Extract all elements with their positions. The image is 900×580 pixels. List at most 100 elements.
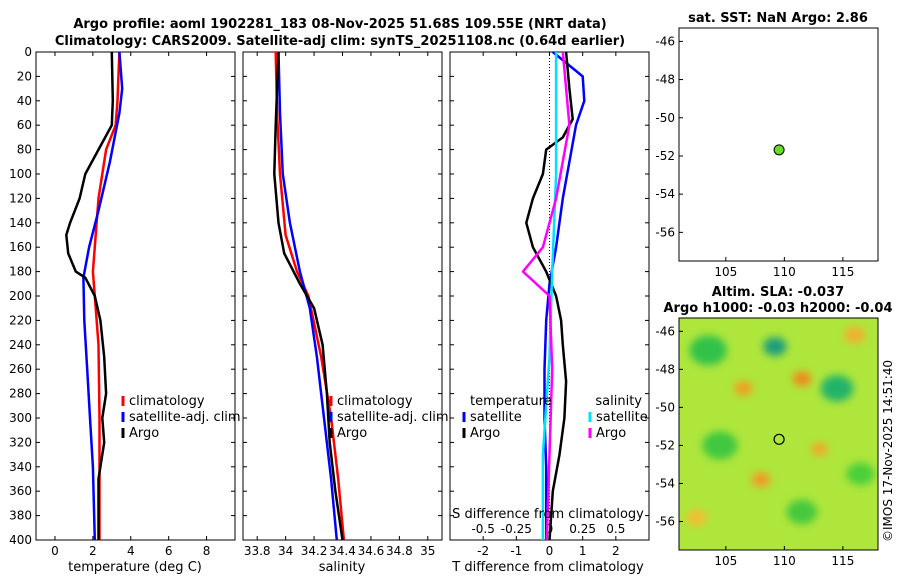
sla-anomaly-blob — [734, 380, 753, 396]
legend-label-t-satellite: satellite — [470, 410, 522, 425]
y-tick-label: 200 — [9, 289, 32, 303]
map-y-tick-label: -48 — [655, 73, 675, 87]
x-tick-label: 34.2 — [301, 544, 328, 558]
map-x-tick-label: 105 — [714, 265, 737, 279]
salinity-panel: 33.8 34 34.2 34.4 34.6 34.8 35 salinity climat… — [242, 51, 449, 575]
series-line-satellite-adj-clim — [82, 51, 124, 541]
y-tick-label: 280 — [9, 387, 32, 401]
figure-title-line2: Climatology: CARS2009. Satellite-adj cli… — [55, 34, 625, 49]
x-tick-label: 34 — [278, 544, 293, 558]
map-x-tick-label: 115 — [831, 554, 854, 568]
map-x-tick-label: 115 — [831, 265, 854, 279]
y-tick-label: 60 — [17, 118, 32, 132]
map-y-tick-label: -50 — [655, 111, 675, 125]
map-y-tick-label: -50 — [655, 400, 675, 414]
y-tick-label: 400 — [9, 533, 32, 547]
map-x-tick-label: 110 — [773, 265, 796, 279]
top-tick-label: 0.5 — [606, 522, 625, 536]
y-tick-label: 40 — [17, 94, 32, 108]
y-tick-label: 300 — [9, 411, 32, 425]
legend-label-s-satellite: satellite — [596, 410, 648, 425]
map-y-tick-label: -56 — [655, 225, 675, 239]
y-tick-label: 140 — [9, 216, 32, 230]
sla-anomaly-blob — [763, 337, 787, 356]
legend-label-s-argo: Argo — [596, 426, 626, 441]
difference-top-ticks: -0.5-0.2500.250.5 — [471, 522, 625, 536]
y-tick-label: 380 — [9, 509, 32, 523]
map-y-tick-label: -54 — [655, 187, 675, 201]
difference-x-ticks: -2 -1 0 1 2 — [450, 51, 649, 558]
sla-anomaly-blob — [702, 431, 738, 460]
series-line-climatology — [91, 51, 121, 540]
sla-anomaly-blob — [846, 462, 875, 486]
map-y-tick-label: -52 — [655, 438, 675, 452]
sla-anomaly-blob — [786, 499, 818, 525]
series-line-argo — [273, 51, 344, 541]
x-tick-label: 35 — [420, 544, 435, 558]
argo-location-point — [773, 144, 785, 156]
salinity-axes-box — [242, 51, 443, 541]
map-y-tick-label: -56 — [655, 514, 675, 528]
top-tick-label: -0.25 — [501, 522, 532, 536]
x-tick-label: 33.8 — [244, 544, 271, 558]
difference-panel: -2 -1 0 1 2 -0.5 -0.25 0 0.25 0.5 S difference f… — [449, 51, 650, 575]
top-tick-label: 0.25 — [569, 522, 596, 536]
sla-map-title-line2: Argo h1000: -0.03 h2000: -0.04 — [663, 301, 892, 316]
y-tick-label: 0 — [24, 45, 32, 59]
sla-anomaly-blob — [844, 326, 866, 344]
y-tick-label: 180 — [9, 265, 32, 279]
y-tick-label: 240 — [9, 338, 32, 352]
x-tick-label: 34.4 — [329, 544, 356, 558]
temperature-xlabel: temperature (deg C) — [68, 560, 202, 575]
temperature-series — [65, 51, 124, 541]
sla-anomaly-blob — [751, 472, 771, 488]
sla-map-axes-box — [678, 317, 879, 551]
x-tick-label: 0 — [51, 544, 59, 558]
sla-map-title-line1: Altim. SLA: -0.037 — [712, 285, 844, 300]
temperature-panel: 0204060801001201401601802002202402602803… — [9, 45, 241, 575]
map-x-tick-label: 110 — [773, 554, 796, 568]
sst-map-title: sat. SST: NaN Argo: 2.86 — [688, 11, 868, 26]
difference-legend-temperature: temperature satellite Argo — [462, 394, 552, 441]
sst-map-panel: sat. SST: NaN Argo: 2.86 105 110 115 -46 -48… — [655, 11, 879, 279]
sst-map-points — [773, 144, 785, 156]
x-tick-label: 2 — [89, 544, 97, 558]
y-tick-label: 20 — [17, 69, 32, 83]
x-tick-label: 6 — [165, 544, 173, 558]
temperature-axes-box — [35, 51, 236, 541]
difference-xlabel: T difference from climatology — [451, 560, 644, 575]
legend-label-argo: Argo — [337, 426, 367, 441]
y-tick-label: 260 — [9, 362, 32, 376]
salinity-series — [273, 51, 346, 541]
map-y-tick-label: -46 — [655, 34, 675, 48]
map-y-tick-label: -48 — [655, 362, 675, 376]
legend-label-satellite: satellite-adj. clim — [337, 410, 449, 425]
difference-legend-salinity: salinity satellite Argo — [588, 394, 648, 441]
legend-label-argo: Argo — [129, 426, 159, 441]
legend-header-temperature: temperature — [470, 394, 552, 409]
salinity-x-ticks: 33.8 34 34.2 34.4 34.6 34.8 35 — [243, 51, 442, 558]
y-tick-label: 320 — [9, 435, 32, 449]
x-tick-label: 8 — [203, 544, 211, 558]
temperature-y-ticks: 0 20 40 60 80 100 120 140 160 180 200 220 240 260 280 3… — [9, 45, 235, 547]
y-tick-label: 220 — [9, 313, 32, 327]
x-tick-label: 2 — [612, 544, 620, 558]
difference-top-xlabel: S difference from climatology — [452, 507, 644, 522]
y-tick-label: 340 — [9, 460, 32, 474]
figure-title-line1: Argo profile: aoml 1902281_183 08-Nov-20… — [73, 17, 606, 32]
sla-anomaly-blob — [811, 442, 828, 456]
series-line-argo — [65, 51, 115, 540]
legend-label-satellite: satellite-adj. clim — [129, 410, 241, 425]
x-tick-label: 34.6 — [358, 544, 385, 558]
salinity-legend: climatology satellite-adj. clim Argo — [329, 394, 449, 441]
series-line-t-argo — [525, 51, 574, 541]
y-tick-label: 80 — [17, 143, 32, 157]
y-tick-label: 160 — [9, 240, 32, 254]
x-tick-label: -2 — [477, 544, 489, 558]
sla-map-marker — [773, 433, 785, 445]
sla-anomaly-blob — [820, 375, 854, 402]
sla-map-ticks: 105 110 115 -46 -48 -50 -52 -54 -56 — [655, 324, 854, 568]
map-y-tick-label: -52 — [655, 149, 675, 163]
temperature-x-ticks: 0 2 4 6 8 — [51, 52, 210, 558]
